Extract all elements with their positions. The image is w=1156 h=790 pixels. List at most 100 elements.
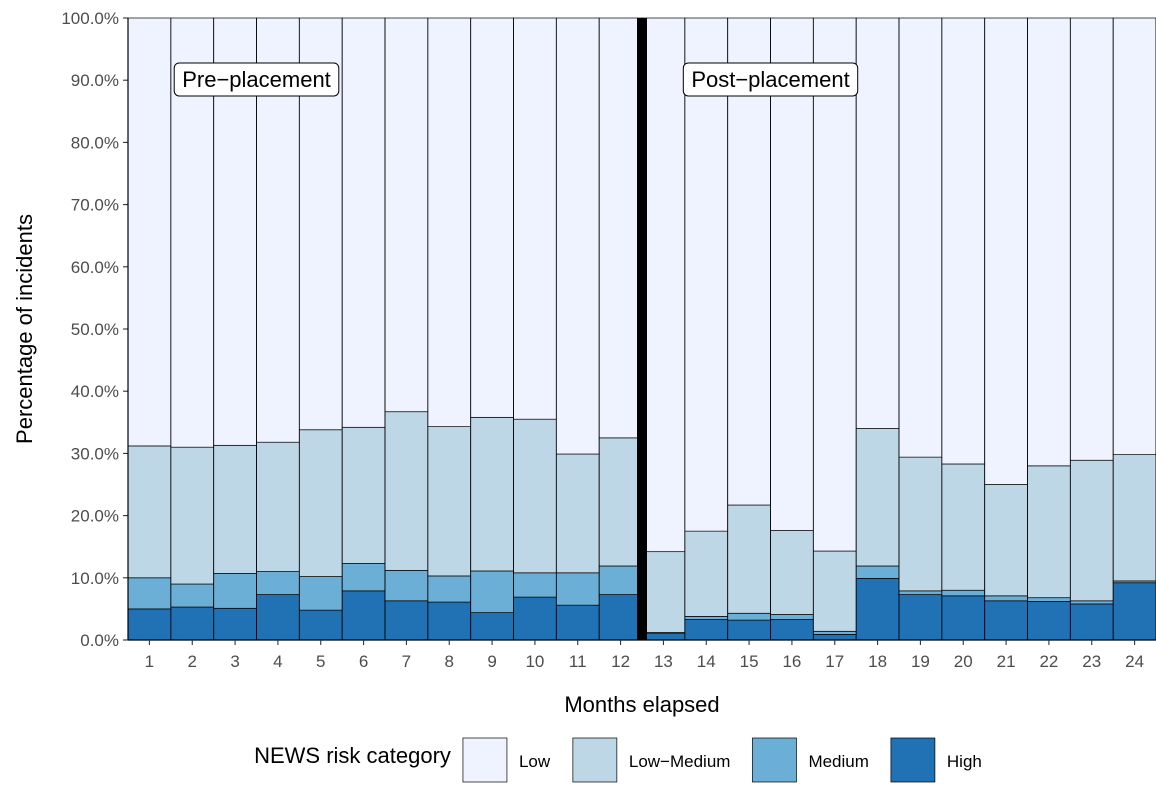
bar-segment: [213, 444, 257, 574]
bar-segment: [256, 594, 300, 641]
bar-segment: [556, 453, 600, 574]
bar-segment: [127, 577, 172, 610]
bar-segment: [941, 595, 985, 641]
bar-segment: [470, 570, 514, 613]
bar-segment: [684, 530, 728, 617]
bar-segment: [855, 578, 900, 641]
legend: NEWS risk category Low Low−Medium Medium Hig…: [254, 737, 982, 783]
legend-key: [752, 737, 797, 783]
bar-segment: [984, 595, 1028, 602]
x-tick-label: 8: [445, 652, 454, 671]
bar-segment: [513, 17, 557, 420]
bar-segment: [341, 17, 386, 428]
bar-segment: [513, 572, 557, 598]
bar-segment: [341, 426, 386, 564]
bar-segment: [855, 428, 900, 567]
bar-segment: [1070, 600, 1114, 605]
bar-segment: [127, 445, 172, 579]
legend-label: Low−Medium: [629, 752, 731, 771]
legend-item: High: [890, 737, 982, 783]
bar-segment: [1070, 459, 1114, 602]
bar-segment: [684, 619, 728, 641]
legend-item: Medium: [752, 737, 869, 783]
bar-segment: [470, 17, 514, 418]
bar-segment: [770, 530, 814, 615]
bar-segment: [770, 614, 814, 620]
annotation-box: [682, 62, 859, 97]
bar-segment: [855, 17, 900, 429]
bar-segment: [855, 565, 900, 579]
x-tick-label: 14: [697, 652, 716, 671]
bar-segment: [427, 17, 471, 428]
bar-segment: [898, 17, 943, 458]
bar-segment: [127, 608, 172, 641]
bar-segment: [170, 446, 214, 585]
x-tick-label: 22: [1039, 652, 1058, 671]
x-axis-label: Months elapsed: [564, 692, 719, 717]
y-tick-label: 70.0%: [71, 196, 119, 215]
bar-segment: [299, 609, 343, 641]
annotation-box: [173, 62, 340, 97]
bar-segment: [256, 441, 300, 572]
bar-segment: [898, 456, 943, 592]
bar-segment: [727, 619, 771, 641]
legend-item: Low: [462, 737, 551, 783]
bar-segment: [598, 17, 643, 439]
x-tick-label: 12: [611, 652, 630, 671]
bar-segment: [513, 418, 557, 574]
bar-segment: [256, 571, 300, 595]
bar-segment: [427, 601, 471, 641]
bar-segment: [170, 606, 214, 641]
x-tick-label: 17: [825, 652, 844, 671]
x-tick-label: 23: [1082, 652, 1101, 671]
bar-segment: [727, 17, 771, 506]
annotations-group: Pre−placement Post−placement: [173, 62, 859, 97]
x-tick-label: 20: [954, 652, 973, 671]
bar-segment: [213, 573, 257, 609]
bar-segment: [684, 17, 728, 532]
bar-segment: [299, 576, 343, 611]
bar-segment: [384, 17, 429, 413]
x-tick-label: 11: [569, 652, 587, 671]
bar-segment: [170, 583, 214, 608]
x-tick-label: 7: [402, 652, 411, 671]
x-tick-label: 13: [654, 652, 673, 671]
bar-segment: [813, 634, 857, 641]
legend-title: NEWS risk category: [254, 743, 451, 768]
y-axis: 0.0% 10.0% 20.0% 30.0% 40.0% 50.0% 60.0% 70.0% 8…: [61, 9, 128, 650]
x-tick-label: 24: [1125, 652, 1144, 671]
x-tick-label: 21: [997, 652, 1016, 671]
legend-key: [890, 737, 936, 783]
bar-segment: [470, 612, 514, 641]
bar-segment: [1112, 582, 1156, 641]
bar-segment: [384, 411, 429, 571]
bar-segment: [941, 589, 985, 597]
bar-segment: [727, 504, 771, 614]
annotation-label: Post−placement: [682, 62, 859, 97]
bar-segment: [299, 429, 343, 577]
x-axis: 1 2 3 4 5 6 7 8 9 10 11 12 13 14 15 16 17 18 19 20 21 22 23 24: [145, 640, 1144, 671]
bar-segment: [384, 600, 429, 641]
x-tick-label: 9: [487, 652, 496, 671]
bar-segment: [1027, 597, 1071, 602]
x-tick-label: 2: [188, 652, 197, 671]
y-tick-label: 20.0%: [71, 507, 119, 526]
bar-segment: [470, 416, 514, 572]
bar-segment: [941, 17, 985, 465]
bar-segment: [341, 590, 386, 641]
bar-segment: [813, 630, 857, 635]
y-tick-label: 60.0%: [71, 258, 119, 277]
bar-segment: [813, 550, 857, 632]
legend-item: Low−Medium: [572, 737, 731, 783]
y-tick-label: 40.0%: [71, 382, 119, 401]
y-tick-label: 10.0%: [71, 569, 119, 588]
bar-segment: [427, 575, 471, 603]
legend-label: Medium: [808, 752, 868, 771]
bar-segment: [813, 17, 857, 552]
y-tick-label: 100.0%: [61, 9, 119, 28]
y-tick-label: 0.0%: [80, 631, 119, 650]
y-tick-label: 80.0%: [71, 133, 119, 152]
bar-segment: [984, 484, 1028, 597]
bar-segment: [1027, 465, 1071, 599]
